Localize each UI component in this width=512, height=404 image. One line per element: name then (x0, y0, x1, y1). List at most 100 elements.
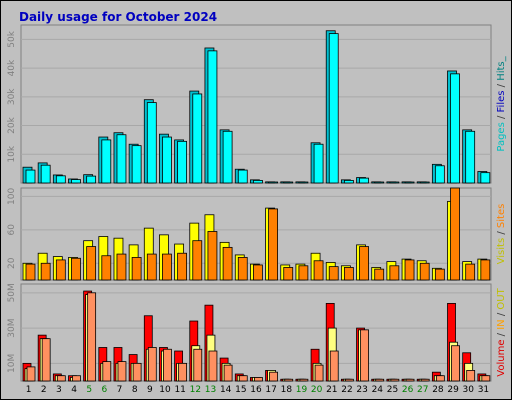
y-tick-label: 10k (7, 145, 17, 162)
x-tick-label: 27 (417, 385, 428, 395)
legend-part: / (496, 330, 507, 340)
bar-visits-series1-day21 (328, 266, 339, 281)
x-tick-label: 9 (147, 385, 153, 395)
bar-visits-series1-day12 (192, 240, 203, 281)
bar-visits-series1-day4 (71, 257, 81, 281)
bar-visits-series1-day13 (207, 231, 218, 281)
x-tick-label: 16 (250, 385, 262, 395)
bar-visits-series1-day6 (101, 255, 112, 281)
x-tick-label: 19 (296, 385, 308, 395)
legend-part: _ (496, 55, 507, 62)
bar-hits-series1-day12 (192, 93, 203, 184)
legend-part: Hits (496, 61, 507, 80)
bar-volume-series2-day22 (344, 378, 354, 382)
bar-visits-series1-day31 (480, 259, 491, 281)
y-tick-label: 40k (7, 59, 17, 76)
bar-volume-series2-day19 (299, 378, 309, 382)
bar-hits-series1-day16 (253, 180, 263, 184)
bar-hits-series1-day6 (101, 139, 112, 184)
bar-volume-series2-day29 (451, 345, 460, 382)
panel-hits: 10k 20k 30k 40k 50k (7, 24, 492, 184)
bar-volume-series2-day24 (375, 378, 385, 382)
panel-volume-background (20, 283, 492, 382)
bar-hits-series1-day5 (86, 175, 97, 184)
bar-volume-series2-day15 (238, 375, 248, 382)
legend-part: Visits (496, 238, 507, 265)
y-tick-label: 30M (7, 318, 17, 337)
legend-visits: Visits / Sites (496, 204, 507, 265)
panel-visits: 20 60 100 (7, 187, 492, 281)
bar-volume-series2-day6 (102, 361, 112, 382)
bar-volume-series2-day2 (41, 338, 51, 382)
bar-volume-series2-day13 (208, 350, 218, 382)
y-tick-label: 100 (7, 188, 17, 205)
bar-hits-series1-day18 (283, 181, 294, 184)
bar-volume-series2-day21 (329, 350, 339, 382)
y-tick-label: 30k (7, 88, 17, 105)
bar-hits-series1-day3 (55, 175, 66, 184)
x-tick-label: 22 (341, 385, 352, 395)
bar-hits-series1-day20 (313, 143, 324, 184)
bar-visits-series1-day8 (131, 257, 142, 281)
x-tick-label: 5 (86, 385, 92, 395)
legend-hits: Pages / Files / Hits_ (496, 55, 507, 151)
bar-volume-series2-day12 (193, 348, 203, 382)
x-tick-label: 23 (356, 385, 367, 395)
bar-visits-series1-day26 (404, 259, 415, 281)
x-tick-label: 10 (159, 385, 171, 395)
bar-hits-series1-day17 (268, 181, 278, 184)
x-tick-label: 13 (205, 385, 216, 395)
x-tick-label: 7 (117, 385, 123, 395)
x-tick-label: 20 (311, 385, 323, 395)
bar-hits-series1-day14 (222, 130, 233, 184)
legend-volume: Volume / IN / OUT (496, 287, 507, 376)
x-tick-label: 2 (41, 385, 47, 395)
x-tick-label: 25 (387, 385, 398, 395)
chart-title: Daily usage for October 2024 (19, 10, 217, 24)
bar-visits-series1-day9 (146, 253, 157, 281)
bar-hits-series1-day30 (465, 130, 476, 184)
bar-visits-series1-day5 (86, 246, 97, 281)
bar-hits-series1-day22 (343, 180, 354, 184)
bar-volume-series2-day8 (132, 362, 142, 382)
y-tick-label: 10M (7, 354, 17, 373)
bar-volume-series2-day23 (360, 329, 369, 382)
bar-visits-series1-day11 (177, 252, 188, 281)
legend-part: Files (496, 91, 507, 113)
legend-part: Pages (496, 122, 507, 151)
bar-volume-series2-day5 (87, 292, 97, 382)
bar-hits-series1-day11 (177, 140, 188, 184)
bar-visits-series1-day2 (40, 262, 51, 281)
bar-visits-series1-day15 (237, 257, 248, 281)
y-tick-label: 60 (7, 224, 17, 236)
legend-part: Volume (496, 340, 507, 377)
bar-volume-series2-day31 (481, 375, 491, 382)
bar-volume-series2-day10 (163, 348, 172, 382)
x-tick-label: 15 (235, 385, 246, 395)
y-tick-label: 20 (7, 257, 17, 269)
bar-hits-series1-day15 (237, 169, 248, 184)
bar-hits-series1-day8 (131, 145, 142, 184)
y-tick-label: 50k (7, 30, 17, 47)
bar-visits-series1-day25 (389, 265, 400, 281)
bar-visits-series1-day23 (359, 246, 369, 281)
bar-volume-series2-day30 (466, 370, 476, 382)
panel-hits-background (20, 24, 492, 184)
bar-visits-series1-day22 (343, 267, 354, 281)
y-tick-label: 50M (7, 283, 17, 302)
legend-part: / (496, 112, 507, 122)
y-tick-label: 20k (7, 116, 17, 133)
bar-volume-series2-day25 (390, 378, 400, 382)
legend-part: Sites (496, 204, 507, 228)
bar-hits-series1-day21 (328, 33, 339, 184)
bar-hits-series1-day31 (480, 172, 491, 184)
bar-volume-series2-day27 (420, 378, 430, 382)
x-tick-label: 26 (402, 385, 414, 395)
bar-volume-series2-day4 (72, 375, 81, 382)
x-tick-label: 30 (463, 385, 475, 395)
bar-visits-series1-day16 (253, 264, 263, 281)
bar-visits-series1-day30 (465, 263, 476, 281)
x-tick-label: 18 (281, 385, 293, 395)
x-tick-label: 17 (265, 385, 276, 395)
